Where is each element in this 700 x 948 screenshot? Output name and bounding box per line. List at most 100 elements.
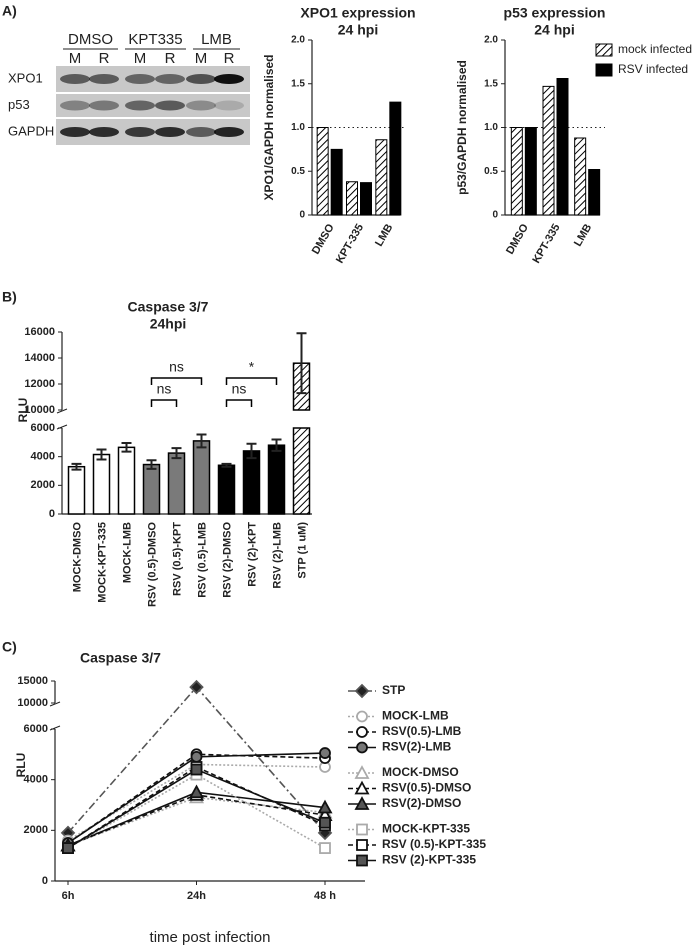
- blot-lane-label: M: [69, 50, 82, 67]
- x-tick-label: MOCK-DMSO: [71, 522, 83, 593]
- bar: [117, 446, 136, 515]
- y-tick-label: 2.0: [484, 35, 498, 46]
- chart-title: p53 expression: [504, 5, 606, 21]
- marker: [356, 839, 368, 851]
- marker: [319, 816, 331, 829]
- marker: [356, 823, 368, 836]
- error-bar: [171, 447, 182, 460]
- legend-label: mock infected: [618, 42, 692, 56]
- x-tick-label: STP (1 uM): [296, 522, 308, 579]
- x-tick-label: RSV (0.5)-DMSO: [146, 522, 158, 607]
- blot-band: [89, 74, 119, 84]
- significance-label: ns: [157, 381, 172, 397]
- bar: [588, 169, 601, 216]
- chart-title: Caspase 3/7: [80, 650, 161, 666]
- line: [67, 796, 326, 847]
- significance-label: *: [249, 359, 255, 375]
- y-axis-label: RLU: [16, 398, 30, 423]
- marker: [354, 780, 370, 795]
- bar: [360, 182, 372, 216]
- marker: [190, 763, 203, 776]
- legend-swatch: [595, 43, 613, 57]
- error-bar: [271, 438, 282, 452]
- blot-row-label: XPO1: [8, 70, 43, 85]
- blot-lane-label: R: [165, 50, 176, 67]
- y-tick-label: 10000: [17, 697, 48, 709]
- error-bar: [246, 442, 257, 460]
- legend-label: RSV (0.5)-KPT-335: [382, 837, 486, 851]
- blot-row-label: p53: [8, 97, 30, 112]
- marker: [188, 784, 205, 799]
- bar: [510, 127, 523, 216]
- blot-group-label: LMB: [201, 31, 232, 48]
- legend-label: RSV infected: [618, 62, 688, 76]
- x-tick-label: 24h: [187, 890, 206, 902]
- significance-bracket: [225, 399, 253, 407]
- blot-band: [125, 74, 155, 84]
- chart-title: XPO1 expression: [300, 5, 415, 21]
- legend-label: MOCK-DMSO: [382, 765, 459, 779]
- legend-label: STP: [382, 683, 405, 697]
- blot-band: [186, 127, 216, 137]
- y-tick-label: 0.5: [484, 166, 498, 177]
- bar: [375, 139, 388, 216]
- blot-group-label: DMSO: [68, 31, 113, 48]
- panel-label: B): [2, 289, 17, 305]
- bar: [389, 101, 402, 216]
- y-tick-label: 6000: [24, 723, 48, 735]
- marker: [356, 710, 368, 723]
- x-tick-label: LMB: [373, 222, 395, 249]
- blot-lane-label: R: [99, 50, 110, 67]
- y-tick-label: 1.5: [291, 78, 305, 89]
- significance-bracket: [225, 377, 278, 385]
- y-tick-label: 0: [492, 210, 498, 221]
- y-axis-label: XPO1/GAPDH normalised: [262, 54, 276, 200]
- blot-band: [214, 100, 244, 111]
- y-tick-label: 1.0: [484, 122, 498, 133]
- marker: [189, 679, 204, 695]
- bar: [267, 444, 286, 515]
- blot-lane-label: M: [134, 50, 147, 67]
- x-axis-label: time post infection: [150, 929, 271, 946]
- error-bar: [96, 448, 107, 461]
- legend-label: MOCK-KPT-335: [382, 822, 470, 836]
- x-tick-label: RSV (0.5)-KPT: [171, 522, 183, 596]
- y-tick-label: 0.5: [291, 166, 305, 177]
- blot-band: [155, 74, 185, 84]
- marker: [319, 842, 331, 854]
- bar: [292, 427, 311, 515]
- x-tick-label: RSV (2)-KPT: [246, 522, 258, 587]
- error-bar: [296, 332, 307, 395]
- bar: [67, 465, 86, 515]
- blot-band: [186, 100, 216, 111]
- y-tick-label: 0: [49, 508, 55, 520]
- x-tick-label: KPT-335: [531, 222, 563, 266]
- blot-band: [89, 127, 119, 137]
- y-tick-label: 0: [299, 210, 305, 221]
- error-bar: [121, 442, 132, 453]
- marker: [190, 750, 203, 763]
- bar: [574, 137, 587, 216]
- y-axis-label: p53/GAPDH normalised: [455, 60, 469, 195]
- y-tick-label: 2000: [31, 479, 55, 491]
- x-tick-label: MOCK-KPT-335: [96, 522, 108, 603]
- x-tick-label: RSV (0.5)-LMB: [196, 522, 208, 598]
- blot-band: [125, 100, 155, 111]
- legend-label: RSV(2)-DMSO: [382, 796, 461, 810]
- y-tick-label: 1.5: [484, 78, 498, 89]
- chart-subtitle: 24hpi: [150, 316, 187, 332]
- y-tick-label: 4000: [24, 774, 48, 786]
- y-axis-label: RLU: [14, 753, 28, 778]
- marker: [319, 747, 331, 759]
- bar: [542, 85, 555, 216]
- y-tick-label: 2.0: [291, 35, 305, 46]
- x-tick-label: RSV (2)-LMB: [271, 522, 283, 589]
- significance-label: ns: [232, 381, 247, 397]
- error-bar: [146, 459, 157, 470]
- blot-band: [214, 74, 244, 84]
- axis-break: [56, 408, 68, 414]
- axis-break: [49, 701, 61, 707]
- x-tick-label: DMSO: [310, 222, 337, 257]
- blot-lane-label: R: [224, 50, 235, 67]
- y-tick-label: 2000: [24, 824, 48, 836]
